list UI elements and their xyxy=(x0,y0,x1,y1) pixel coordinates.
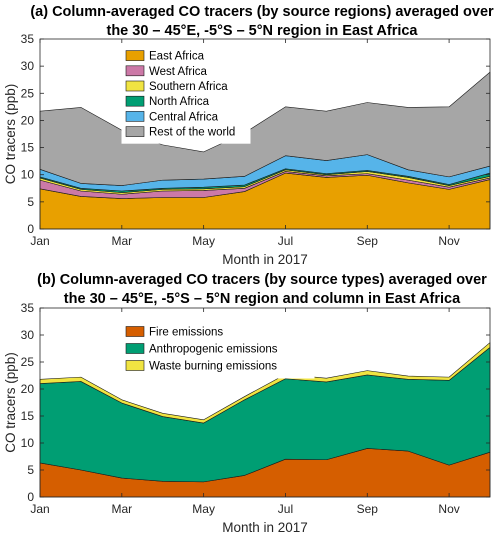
legend-label-rest-of-the-world: Rest of the world xyxy=(149,127,235,139)
legend: Fire emissions Anthropogenic emissions Was… xyxy=(121,318,315,379)
x-tick-label: May xyxy=(192,502,215,516)
x-tick-label: Jan xyxy=(30,234,49,248)
y-tick-label: 30 xyxy=(21,328,35,342)
x-tick-label: Nov xyxy=(438,234,459,248)
y-tick-label: 15 xyxy=(21,409,35,423)
legend-label-fire-emissions: Fire emissions xyxy=(149,327,223,339)
legend-swatch-west-africa xyxy=(125,65,145,77)
x-tick-label: Mar xyxy=(111,234,132,248)
x-tick-label: Sep xyxy=(357,234,379,248)
legend-box xyxy=(121,318,315,379)
y-axis-label: CO tracers (ppb) xyxy=(3,352,18,453)
x-tick-label: Jan xyxy=(30,502,49,516)
chart-title-line-2: the 30 – 45°E, -5°S – 5°N region and col… xyxy=(64,291,461,307)
y-tick-label: 25 xyxy=(21,355,35,369)
axes-box xyxy=(39,38,491,230)
x-tick-label: Sep xyxy=(357,502,379,516)
legend-swatch-east-africa xyxy=(125,50,145,61)
legend-label-north-africa: North Africa xyxy=(149,96,210,108)
y-tick-label: 15 xyxy=(21,141,35,155)
legend-swatch-southern-africa xyxy=(125,80,145,92)
x-tick-label: Mar xyxy=(111,502,132,516)
x-tick-label: Jul xyxy=(278,234,293,248)
legend-swatch-rest-of-the-world xyxy=(125,126,145,137)
legend-swatch-waste-burning-emissions xyxy=(125,360,145,371)
legend-label-waste-burning-emissions: Waste burning emissions xyxy=(149,361,277,373)
panel-b: (b) Column-averaged CO tracers (by sourc… xyxy=(3,272,491,535)
x-tick-label: May xyxy=(192,234,215,248)
y-tick-label: 20 xyxy=(21,113,35,127)
y-tick-label: 0 xyxy=(27,490,34,504)
legend-label-east-africa: East Africa xyxy=(149,51,205,63)
legend-swatch-central-africa xyxy=(125,111,145,122)
chart-title-line-1: (a) Column-averaged CO tracers (by sourc… xyxy=(30,4,494,20)
x-axis-label: Month in 2017 xyxy=(222,520,308,535)
panel-a: (a) Column-averaged CO tracers (by sourc… xyxy=(3,4,494,267)
y-tick-label: 0 xyxy=(27,222,34,236)
y-tick-label: 30 xyxy=(21,59,35,73)
y-tick-label: 10 xyxy=(21,436,35,450)
y-tick-label: 35 xyxy=(21,32,35,46)
legend-label-west-africa: West Africa xyxy=(149,66,208,78)
y-axis-label: CO tracers (ppb) xyxy=(3,84,18,185)
x-tick-label: Jul xyxy=(278,502,293,516)
plot-area: 0 5 10 15 20 25 30 35 Jan Mar May Jul Sep Nov Month in… xyxy=(3,32,491,267)
legend-label-central-africa: Central Africa xyxy=(149,111,219,123)
y-tick-label: 35 xyxy=(21,301,35,315)
y-tick-label: 20 xyxy=(21,382,35,396)
legend-label-southern-africa: Southern Africa xyxy=(149,81,228,93)
chart-title-line-1: (b) Column-averaged CO tracers (by sourc… xyxy=(37,272,487,288)
chart-title-line-2: the 30 – 45°E, -5°S – 5°N region in East… xyxy=(107,23,419,39)
axes-box xyxy=(39,307,491,498)
y-tick-label: 10 xyxy=(21,168,35,182)
legend-swatch-anthropogenic-emissions xyxy=(125,343,145,354)
x-axis-label: Month in 2017 xyxy=(222,252,308,267)
y-tick-label: 5 xyxy=(27,463,34,477)
x-tick-label: Nov xyxy=(438,502,459,516)
y-tick-label: 25 xyxy=(21,86,35,100)
legend-swatch-fire-emissions xyxy=(125,326,145,337)
plot-area: 0 5 10 15 20 25 30 35 Jan Mar May Jul Sep Nov Month in… xyxy=(3,301,491,535)
legend-label-anthropogenic-emissions: Anthropogenic emissions xyxy=(149,344,278,356)
legend-swatch-north-africa xyxy=(125,95,145,107)
y-tick-label: 5 xyxy=(27,195,34,209)
legend: East Africa West Africa Southern Africa Nor… xyxy=(121,43,251,144)
